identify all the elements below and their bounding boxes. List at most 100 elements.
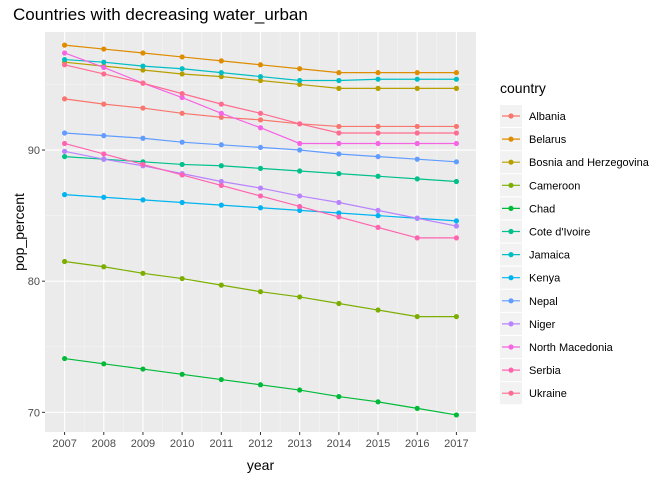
data-point-cote-d-ivoire xyxy=(61,153,68,160)
data-point-cote-d-ivoire xyxy=(257,165,264,171)
data-point-cameroon xyxy=(297,294,303,300)
legend-key-point xyxy=(508,390,514,396)
data-point-niger xyxy=(257,185,264,191)
x-tick-label: 2007 xyxy=(52,438,76,450)
data-point-nepal xyxy=(179,139,185,145)
data-point-cameroon xyxy=(414,313,420,320)
y-axis: 70 80 90 xyxy=(28,145,45,419)
data-point-jamaica xyxy=(375,76,381,82)
data-point-belarus xyxy=(179,54,185,60)
data-point-niger xyxy=(218,178,224,185)
data-point-nepal xyxy=(61,130,68,136)
data-point-serbia xyxy=(257,193,264,199)
legend-label: Bosnia and Herzegovina xyxy=(529,157,650,169)
x-tick-label: 2016 xyxy=(405,438,429,450)
data-point-cameroon xyxy=(218,282,224,288)
data-point-ukraine xyxy=(61,62,68,68)
data-point-kenya xyxy=(179,199,185,206)
data-point-kenya xyxy=(218,202,224,208)
data-point-serbia xyxy=(336,214,342,220)
data-point-belarus xyxy=(101,46,107,52)
data-point-ukraine xyxy=(336,130,342,136)
data-point-niger xyxy=(375,207,381,213)
data-point-belarus xyxy=(61,42,68,48)
x-axis-title: year xyxy=(247,457,275,473)
data-point-north-macedonia xyxy=(61,50,68,56)
data-point-cote-d-ivoire xyxy=(453,178,460,185)
data-point-ukraine xyxy=(297,121,303,127)
legend-label: Cote d'Ivoire xyxy=(529,227,590,239)
data-point-nepal xyxy=(140,135,146,141)
data-point-jamaica xyxy=(336,77,342,84)
data-point-belarus xyxy=(375,70,381,76)
x-tick-label: 2014 xyxy=(327,438,351,450)
data-point-nepal xyxy=(375,153,381,160)
legend-label: Jamaica xyxy=(529,250,571,262)
data-point-chad xyxy=(453,412,460,418)
data-point-chad xyxy=(297,387,303,393)
data-point-niger xyxy=(61,148,68,154)
data-point-serbia xyxy=(297,203,303,210)
series-niger xyxy=(61,148,460,229)
data-point-albania xyxy=(336,123,342,130)
legend: country Albania Belarus Bosnia and Herzego… xyxy=(500,80,650,405)
data-point-bosnia-and-herzegovina xyxy=(375,85,381,91)
legend-label: Albania xyxy=(529,111,567,123)
legend-item-cameroon: Cameroon xyxy=(500,174,580,197)
data-point-cameroon xyxy=(375,307,381,313)
data-point-belarus xyxy=(453,70,460,76)
series-chad xyxy=(61,355,460,418)
data-point-serbia xyxy=(101,151,107,157)
x-axis: 2007 2008 2009 2010 2011 2012 2013 2014 2015 2016… xyxy=(52,432,469,450)
legend-label: Ukraine xyxy=(529,388,567,400)
legend-label: Cameroon xyxy=(529,180,580,192)
x-tick-label: 2012 xyxy=(248,438,272,450)
series-cameroon xyxy=(61,258,460,320)
legend-key-point xyxy=(508,159,514,165)
legend-label: Kenya xyxy=(529,273,561,285)
x-tick-label: 2011 xyxy=(209,438,233,450)
data-point-ukraine xyxy=(453,130,460,136)
data-point-cote-d-ivoire xyxy=(297,168,303,174)
data-point-albania xyxy=(453,123,460,130)
y-axis-title: pop_percent xyxy=(11,193,27,271)
legend-key-point xyxy=(508,344,514,350)
data-point-cote-d-ivoire xyxy=(336,171,342,177)
data-point-north-macedonia xyxy=(453,140,460,147)
data-point-ukraine xyxy=(414,130,420,136)
legend-item-jamaica: Jamaica xyxy=(500,243,571,266)
data-point-jamaica xyxy=(101,59,107,65)
data-point-ukraine xyxy=(101,71,107,77)
legend-key-point xyxy=(508,275,514,281)
data-point-jamaica xyxy=(297,77,303,84)
data-point-kenya xyxy=(336,210,342,216)
x-tick-label: 2015 xyxy=(366,438,390,450)
series-belarus xyxy=(61,42,460,76)
data-point-serbia xyxy=(375,224,381,231)
x-tick-label: 2009 xyxy=(131,438,155,450)
data-point-belarus xyxy=(140,50,146,56)
data-point-cameroon xyxy=(257,289,264,295)
data-point-niger xyxy=(414,215,420,221)
legend-item-albania: Albania xyxy=(500,105,567,127)
data-point-cote-d-ivoire xyxy=(414,176,420,182)
data-point-jamaica xyxy=(140,63,146,69)
data-point-niger xyxy=(297,193,303,199)
data-point-belarus xyxy=(218,58,224,64)
data-point-jamaica xyxy=(453,76,460,82)
data-point-serbia xyxy=(61,140,68,147)
legend-key-point xyxy=(508,252,514,258)
series-jamaica xyxy=(61,56,460,84)
legend-label: Nepal xyxy=(529,296,558,308)
data-point-niger xyxy=(101,156,107,162)
data-point-bosnia-and-herzegovina xyxy=(179,71,185,77)
data-point-jamaica xyxy=(414,76,420,82)
data-point-bosnia-and-herzegovina xyxy=(414,85,420,91)
data-point-jamaica xyxy=(61,56,68,63)
legend-items: Albania Belarus Bosnia and Herzegovina Came… xyxy=(500,105,650,405)
data-point-cote-d-ivoire xyxy=(179,161,185,168)
data-point-chad xyxy=(336,393,342,400)
series-layer xyxy=(61,42,460,418)
data-point-kenya xyxy=(375,213,381,219)
series-north-macedonia xyxy=(61,50,460,147)
